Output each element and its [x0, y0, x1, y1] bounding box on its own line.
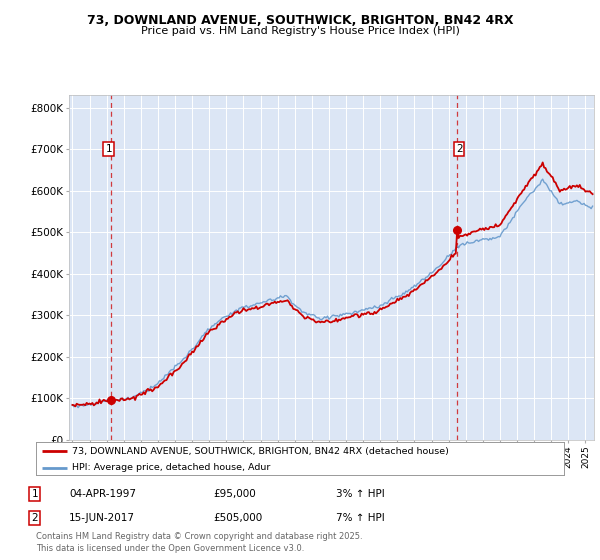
Text: HPI: Average price, detached house, Adur: HPI: Average price, detached house, Adur [72, 463, 270, 472]
Text: 73, DOWNLAND AVENUE, SOUTHWICK, BRIGHTON, BN42 4RX: 73, DOWNLAND AVENUE, SOUTHWICK, BRIGHTON… [87, 14, 513, 27]
Text: 2: 2 [31, 513, 38, 523]
Text: 1: 1 [106, 144, 112, 154]
Text: 3% ↑ HPI: 3% ↑ HPI [336, 489, 385, 499]
Text: 7% ↑ HPI: 7% ↑ HPI [336, 513, 385, 523]
Text: Price paid vs. HM Land Registry's House Price Index (HPI): Price paid vs. HM Land Registry's House … [140, 26, 460, 36]
Text: 04-APR-1997: 04-APR-1997 [69, 489, 136, 499]
Text: 15-JUN-2017: 15-JUN-2017 [69, 513, 135, 523]
Text: £95,000: £95,000 [213, 489, 256, 499]
Text: 1: 1 [31, 489, 38, 499]
Text: £505,000: £505,000 [213, 513, 262, 523]
Text: 73, DOWNLAND AVENUE, SOUTHWICK, BRIGHTON, BN42 4RX (detached house): 73, DOWNLAND AVENUE, SOUTHWICK, BRIGHTON… [72, 447, 449, 456]
Text: Contains HM Land Registry data © Crown copyright and database right 2025.
This d: Contains HM Land Registry data © Crown c… [36, 533, 362, 553]
Text: 2: 2 [456, 144, 463, 154]
